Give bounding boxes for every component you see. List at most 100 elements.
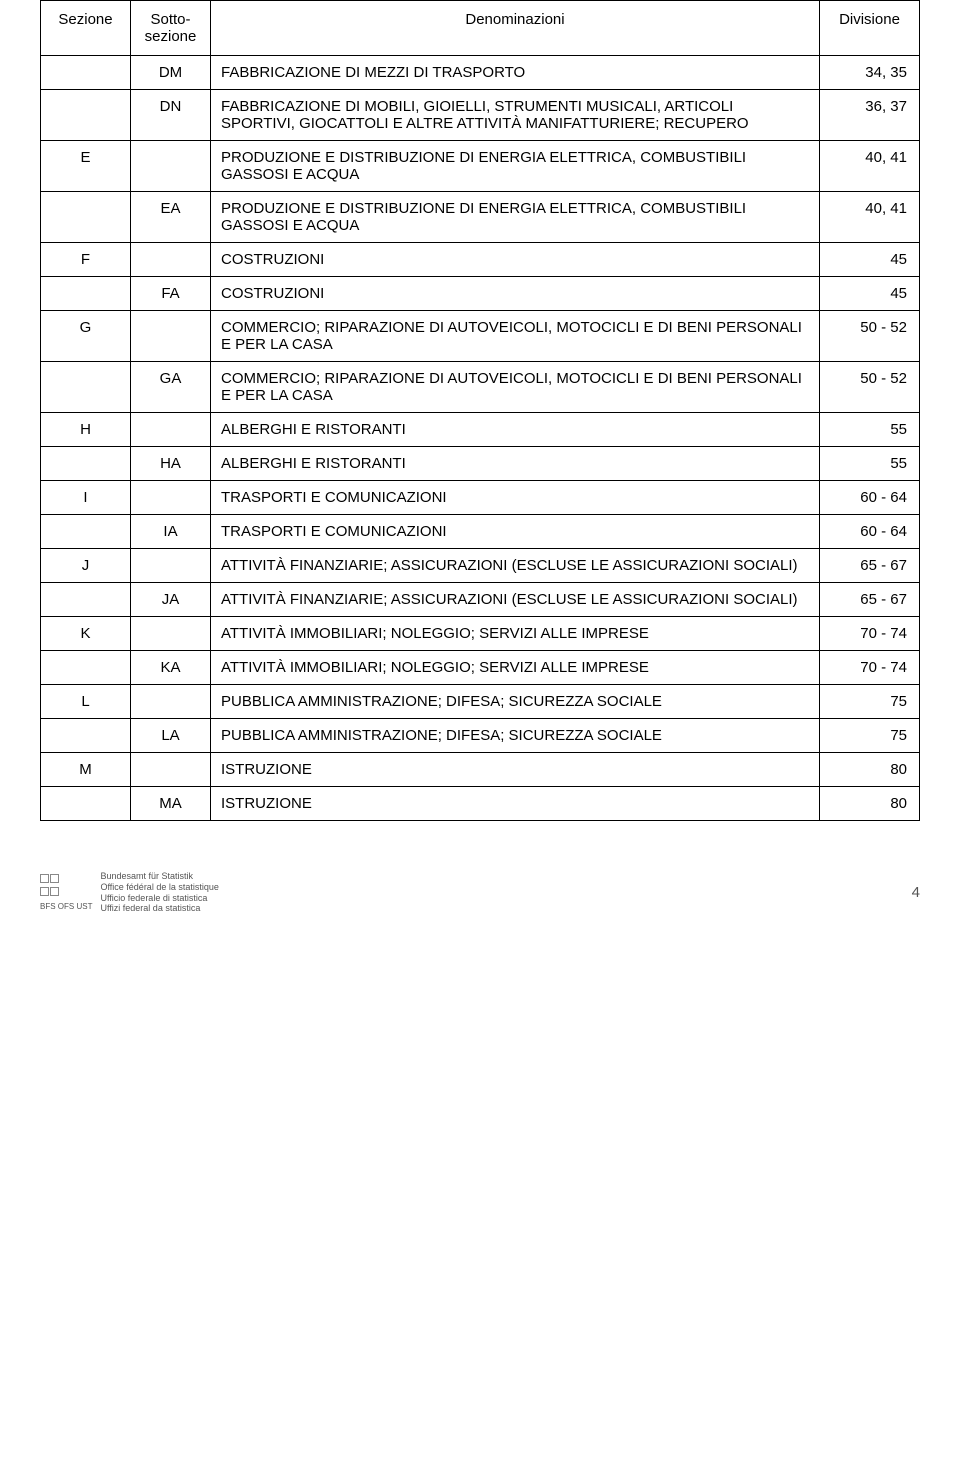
cell-div: 50 - 52 [820,362,920,413]
cell-denom: PUBBLICA AMMINISTRAZIONE; DIFESA; SICURE… [211,685,820,719]
cell-div: 80 [820,753,920,787]
table-row: E PRODUZIONE E DISTRIBUZIONE DI ENERGIA E… [41,141,920,192]
cell-sotto: DM [131,56,211,90]
cell-sezione [41,515,131,549]
cell-sotto: KA [131,651,211,685]
table-row: MISTRUZIONE80 [41,753,920,787]
cell-div: 80 [820,787,920,821]
cell-sezione: E [41,141,131,192]
table-row: HAALBERGHI E RISTORANTI55 [41,447,920,481]
cell-sotto: HA [131,447,211,481]
cell-sezione: I [41,481,131,515]
cell-div: 55 [820,447,920,481]
table-row: KAATTIVITÀ IMMOBILIARI; NOLEGGIO; SERVIZ… [41,651,920,685]
cell-denom: ATTIVITÀ IMMOBILIARI; NOLEGGIO; SERVIZI … [211,651,820,685]
cell-sezione [41,362,131,413]
cell-sezione: H [41,413,131,447]
cell-div: 45 [820,243,920,277]
cell-sezione [41,583,131,617]
cell-sezione: G [41,311,131,362]
header-denom: Denominazioni [211,1,820,56]
cell-div: 75 [820,719,920,753]
cell-sezione [41,651,131,685]
cell-sotto [131,617,211,651]
cell-sotto: GA [131,362,211,413]
cell-div: 75 [820,685,920,719]
table-row: G COMMERCIO; RIPARAZIONE DI AUTOVEICOLI, … [41,311,920,362]
cell-sezione [41,787,131,821]
table-row: DMFABBRICAZIONE DI MEZZI DI TRASPORTO34,… [41,56,920,90]
cell-denom: COMMERCIO; RIPARAZIONE DI AUTOVEICOLI, M… [211,311,820,362]
cell-denom: FABBRICAZIONE DI MEZZI DI TRASPORTO [211,56,820,90]
classification-table: Sezione Sotto- sezione Denominazioni Div… [40,0,920,821]
cell-div: 45 [820,277,920,311]
cell-sotto [131,311,211,362]
cell-sezione [41,719,131,753]
cell-denom: ISTRUZIONE [211,787,820,821]
cell-denom: ATTIVITÀ IMMOBILIARI; NOLEGGIO; SERVIZI … [211,617,820,651]
cell-sotto: JA [131,583,211,617]
cell-div: 55 [820,413,920,447]
footer-line: Bundesamt für Statistik [100,871,218,882]
table-row: DNFABBRICAZIONE DI MOBILI, GIOIELLI, STR… [41,90,920,141]
footer-line: Uffizi federal da statistica [100,903,218,914]
cell-sotto [131,141,211,192]
cell-sotto: LA [131,719,211,753]
cell-sezione [41,447,131,481]
cell-denom: PUBBLICA AMMINISTRAZIONE; DIFESA; SICURE… [211,719,820,753]
footer-lines: Bundesamt für Statistik Office fédéral d… [100,871,218,914]
cell-denom: PRODUZIONE E DISTRIBUZIONE DI ENERGIA EL… [211,141,820,192]
cell-sezione [41,90,131,141]
footer-line: Office fédéral de la statistique [100,882,218,893]
table-row: K ATTIVITÀ IMMOBILIARI; NOLEGGIO; SERVIZI… [41,617,920,651]
header-sotto: Sotto- sezione [131,1,211,56]
table-row: IATRASPORTI E COMUNICAZIONI60 - 64 [41,515,920,549]
logo-icon: BFS OFS UST [40,874,92,911]
cell-sezione: K [41,617,131,651]
cell-denom: ALBERGHI E RISTORANTI [211,413,820,447]
cell-div: 36, 37 [820,90,920,141]
cell-sotto [131,685,211,719]
cell-div: 60 - 64 [820,515,920,549]
header-div: Divisione [820,1,920,56]
cell-sezione: L [41,685,131,719]
table-row: H ALBERGHI E RISTORANTI55 [41,413,920,447]
cell-sotto: FA [131,277,211,311]
cell-sotto [131,243,211,277]
cell-denom: ATTIVITÀ FINANZIARIE; ASSICURAZIONI (ESC… [211,549,820,583]
header-sezione: Sezione [41,1,131,56]
page-footer: BFS OFS UST Bundesamt für Statistik Offi… [0,851,960,924]
cell-denom: FABBRICAZIONE DI MOBILI, GIOIELLI, STRUM… [211,90,820,141]
footer-logo-block: BFS OFS UST Bundesamt für Statistik Offi… [40,871,219,914]
cell-denom: COSTRUZIONI [211,243,820,277]
table-row: JAATTIVITÀ FINANZIARIE; ASSICURAZIONI (E… [41,583,920,617]
cell-denom: TRASPORTI E COMUNICAZIONI [211,481,820,515]
cell-sotto [131,413,211,447]
cell-sotto: MA [131,787,211,821]
cell-sotto: DN [131,90,211,141]
cell-sezione [41,277,131,311]
table-row: MAISTRUZIONE80 [41,787,920,821]
cell-denom: COSTRUZIONI [211,277,820,311]
page-number: 4 [912,884,920,901]
footer-acronym: BFS OFS UST [40,902,92,911]
cell-div: 60 - 64 [820,481,920,515]
table-row: GACOMMERCIO; RIPARAZIONE DI AUTOVEICOLI,… [41,362,920,413]
cell-sezione [41,56,131,90]
table-row: LAPUBBLICA AMMINISTRAZIONE; DIFESA; SICU… [41,719,920,753]
table-body: DMFABBRICAZIONE DI MEZZI DI TRASPORTO34,… [41,56,920,821]
table-header-row: Sezione Sotto- sezione Denominazioni Div… [41,1,920,56]
cell-div: 65 - 67 [820,549,920,583]
cell-div: 40, 41 [820,141,920,192]
cell-sotto [131,481,211,515]
cell-sezione: M [41,753,131,787]
cell-div: 65 - 67 [820,583,920,617]
cell-div: 40, 41 [820,192,920,243]
table-row: FACOSTRUZIONI45 [41,277,920,311]
cell-denom: PRODUZIONE E DISTRIBUZIONE DI ENERGIA EL… [211,192,820,243]
cell-sezione: F [41,243,131,277]
cell-div: 70 - 74 [820,651,920,685]
cell-sotto: IA [131,515,211,549]
table-row: EAPRODUZIONE E DISTRIBUZIONE DI ENERGIA … [41,192,920,243]
table-row: F COSTRUZIONI45 [41,243,920,277]
